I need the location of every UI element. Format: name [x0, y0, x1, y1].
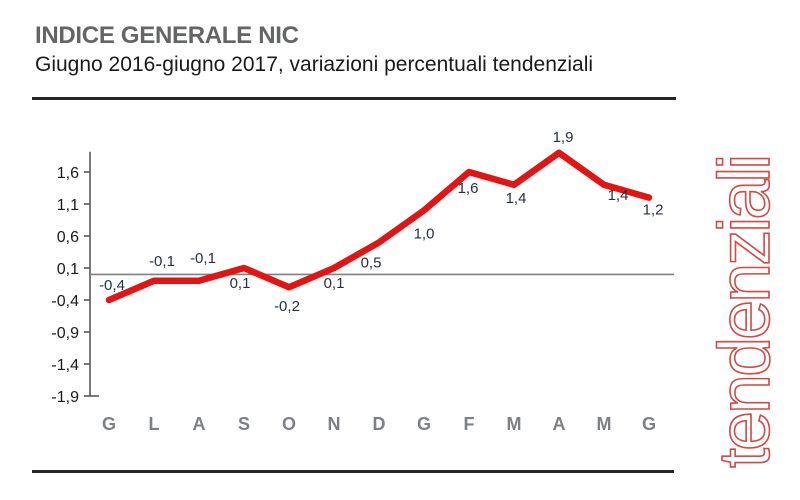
- x-month-label: G: [102, 414, 116, 434]
- top-rule: [32, 97, 676, 100]
- x-month-label: F: [464, 414, 475, 434]
- y-tick-label: 1,6: [57, 165, 79, 182]
- y-tick-label: 0,6: [57, 229, 79, 246]
- x-month-label: N: [328, 414, 341, 434]
- chart-subtitle: Giugno 2016-giugno 2017, variazioni perc…: [35, 53, 594, 76]
- y-tick-label: 1,1: [57, 197, 79, 214]
- x-month-label: L: [149, 414, 160, 434]
- x-month-label: A: [193, 414, 206, 434]
- data-label: 1,9: [553, 129, 574, 146]
- data-label: 1,0: [414, 225, 435, 242]
- y-tick-label: -0,9: [51, 325, 79, 342]
- data-label: 0,1: [324, 275, 345, 292]
- y-tick-label: -0,4: [51, 293, 79, 310]
- y-tick-label: -1,9: [51, 389, 79, 406]
- data-label: 0,1: [230, 275, 251, 292]
- bottom-rule: [32, 470, 674, 473]
- x-month-label: G: [417, 414, 431, 434]
- x-month-label: O: [282, 414, 296, 434]
- data-label: 1,4: [608, 187, 629, 204]
- data-label: -0,2: [274, 298, 300, 315]
- series-line: [105, 149, 653, 304]
- x-month-label: G: [642, 414, 656, 434]
- tendenziali-watermark: tendenziali: [705, 157, 785, 468]
- data-label: -0,1: [149, 253, 175, 270]
- chart-title: INDICE GENERALE NIC: [35, 22, 299, 49]
- data-label: 1,6: [458, 180, 479, 197]
- x-month-label: S: [238, 414, 250, 434]
- data-label: 1,4: [506, 190, 527, 207]
- x-month-label: M: [507, 414, 522, 434]
- data-label: -0,4: [99, 277, 125, 294]
- y-tick-label: 0,1: [57, 261, 79, 278]
- x-month-label: M: [597, 414, 612, 434]
- data-label: 0,5: [361, 254, 382, 271]
- x-month-label: A: [553, 414, 566, 434]
- data-label: 1,2: [643, 202, 664, 219]
- y-tick-label: -1,4: [51, 357, 79, 374]
- x-month-label: D: [373, 414, 386, 434]
- data-label: -0,1: [190, 250, 216, 267]
